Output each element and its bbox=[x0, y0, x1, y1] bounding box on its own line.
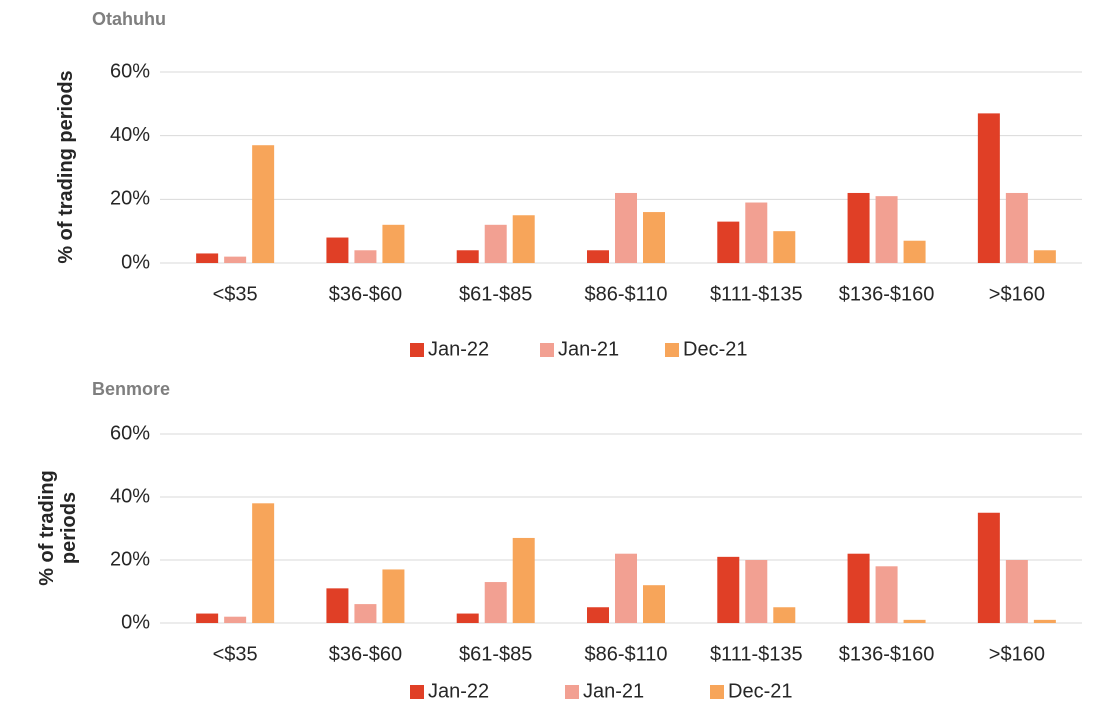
bar bbox=[773, 231, 796, 263]
x-tick-label: $36-$60 bbox=[329, 283, 402, 305]
y-tick-label: 40% bbox=[110, 485, 150, 507]
bar bbox=[773, 607, 796, 623]
x-tick-label: >$160 bbox=[989, 643, 1045, 665]
bar bbox=[224, 616, 247, 623]
y-tick-label: 60% bbox=[110, 60, 150, 82]
y-axis-label: % of trading periods bbox=[55, 70, 77, 264]
bar bbox=[1033, 619, 1056, 623]
bar bbox=[903, 240, 926, 263]
bar bbox=[456, 613, 479, 623]
legend-label: Dec-21 bbox=[728, 680, 792, 702]
bar bbox=[903, 619, 926, 623]
legend-label: Jan-22 bbox=[428, 680, 489, 702]
bar bbox=[512, 215, 535, 263]
legend-swatch bbox=[410, 343, 424, 357]
x-tick-label: >$160 bbox=[989, 283, 1045, 305]
legend-label: Jan-21 bbox=[558, 338, 619, 360]
bar bbox=[224, 256, 247, 263]
legend-swatch bbox=[710, 685, 724, 699]
bar bbox=[484, 224, 507, 263]
bar bbox=[875, 196, 898, 263]
bar bbox=[1005, 560, 1028, 623]
bar bbox=[354, 604, 377, 623]
bar bbox=[745, 202, 768, 263]
y-tick-label: 0% bbox=[121, 611, 150, 633]
bar bbox=[615, 553, 637, 623]
chart-title: Benmore bbox=[92, 379, 170, 399]
y-tick-label: 20% bbox=[110, 548, 150, 570]
bar bbox=[382, 224, 405, 263]
legend-swatch bbox=[665, 343, 679, 357]
bar bbox=[717, 221, 740, 263]
bar bbox=[354, 250, 377, 263]
bar bbox=[326, 237, 349, 263]
bar bbox=[587, 607, 609, 623]
legend-swatch bbox=[540, 343, 554, 357]
bar bbox=[512, 537, 535, 623]
x-tick-label: $61-$85 bbox=[459, 283, 532, 305]
bar bbox=[977, 113, 1000, 263]
x-tick-label: <$35 bbox=[213, 283, 258, 305]
bar bbox=[1033, 250, 1056, 263]
x-tick-label: $36-$60 bbox=[329, 643, 402, 665]
bar bbox=[456, 250, 479, 263]
bar bbox=[326, 588, 349, 623]
y-tick-label: 20% bbox=[110, 188, 150, 210]
bar bbox=[484, 582, 507, 623]
x-tick-label: $111-$135 bbox=[710, 643, 803, 665]
bar bbox=[745, 560, 768, 623]
x-tick-label: $86-$110 bbox=[584, 283, 667, 305]
y-axis-label: % of trading periods bbox=[36, 470, 80, 586]
legend-label: Dec-21 bbox=[683, 338, 747, 360]
legend-swatch bbox=[410, 685, 424, 699]
y-tick-label: 0% bbox=[121, 251, 150, 273]
x-tick-label: <$35 bbox=[213, 643, 258, 665]
bar bbox=[196, 253, 219, 263]
x-tick-label: $86-$110 bbox=[584, 643, 667, 665]
x-tick-label: $136-$160 bbox=[839, 283, 935, 305]
x-tick-label: $111-$135 bbox=[710, 283, 803, 305]
bar bbox=[252, 145, 275, 263]
bar bbox=[382, 569, 405, 623]
legend-label: Jan-22 bbox=[428, 338, 489, 360]
bar bbox=[196, 613, 219, 623]
bar bbox=[587, 250, 609, 263]
legend-label: Jan-21 bbox=[583, 680, 644, 702]
chart-title: Otahuhu bbox=[92, 9, 166, 29]
bar bbox=[615, 192, 637, 263]
bar bbox=[847, 192, 870, 263]
y-tick-label: 40% bbox=[110, 124, 150, 146]
x-tick-label: $136-$160 bbox=[839, 643, 935, 665]
bar bbox=[977, 512, 1000, 623]
bar bbox=[847, 553, 870, 623]
bar bbox=[1005, 192, 1028, 263]
bar bbox=[643, 212, 665, 263]
bar bbox=[252, 503, 275, 623]
bar bbox=[643, 585, 665, 623]
y-tick-label: 60% bbox=[110, 422, 150, 444]
bar bbox=[717, 556, 740, 623]
bar bbox=[875, 566, 898, 623]
legend-swatch bbox=[565, 685, 579, 699]
x-tick-label: $61-$85 bbox=[459, 643, 532, 665]
